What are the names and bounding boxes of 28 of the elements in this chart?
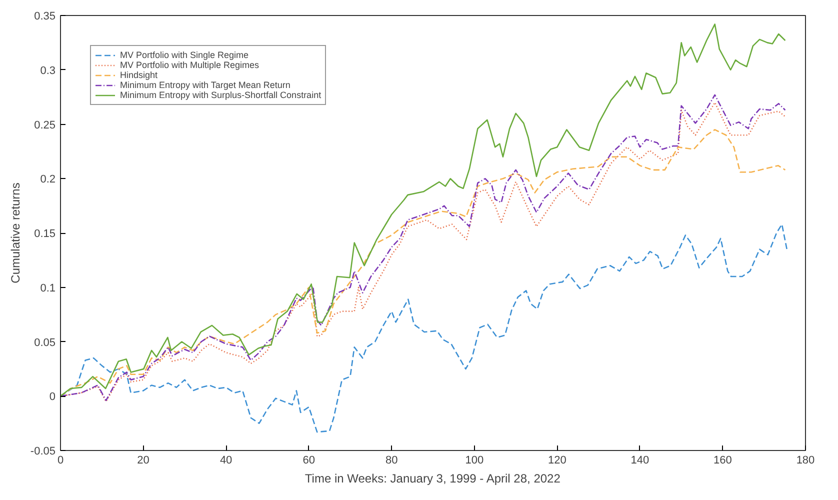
x-tick-label: 180 [796, 454, 815, 466]
legend-label: Hindsight [120, 70, 158, 80]
y-tick-label: 0.2 [40, 174, 56, 186]
x-tick-label: 140 [630, 454, 650, 466]
legend-label: MV Portfolio with Multiple Regimes [120, 60, 260, 70]
line-series [60, 224, 788, 433]
line-series [60, 24, 786, 397]
x-tick-label: 20 [137, 454, 150, 466]
x-tick-label: 120 [548, 454, 566, 466]
legend-label: Minimum Entropy with Target Mean Return [120, 80, 290, 90]
x-axis-title: Time in Weeks: January 3, 1999 - April 28, 2022 [304, 472, 561, 486]
y-tick-label: 0.15 [34, 228, 56, 240]
legend-label: Minimum Entropy with Surplus-Shortfall Constraint [120, 90, 322, 100]
y-tick-label: 0.3 [40, 64, 56, 77]
y-axis-title: Cumulative returns [8, 182, 22, 284]
y-tick-label: 0.1 [40, 282, 56, 294]
y-tick-label: 0.35 [34, 10, 56, 22]
x-tick-label: 40 [220, 454, 232, 466]
x-tick-label: 160 [714, 454, 732, 466]
x-tick-label: 80 [385, 454, 398, 466]
x-tick-label: 100 [465, 454, 484, 466]
x-tick-label: 60 [302, 454, 315, 466]
y-tick-label: 0.05 [34, 336, 56, 349]
y-tick-label: 0.25 [34, 119, 56, 132]
y-tick-label: -0.05 [30, 446, 56, 458]
x-tick-label: 0 [57, 454, 64, 466]
legend-label: MV Portfolio with Single Regime [120, 50, 249, 60]
y-tick-label: 0 [49, 391, 56, 404]
